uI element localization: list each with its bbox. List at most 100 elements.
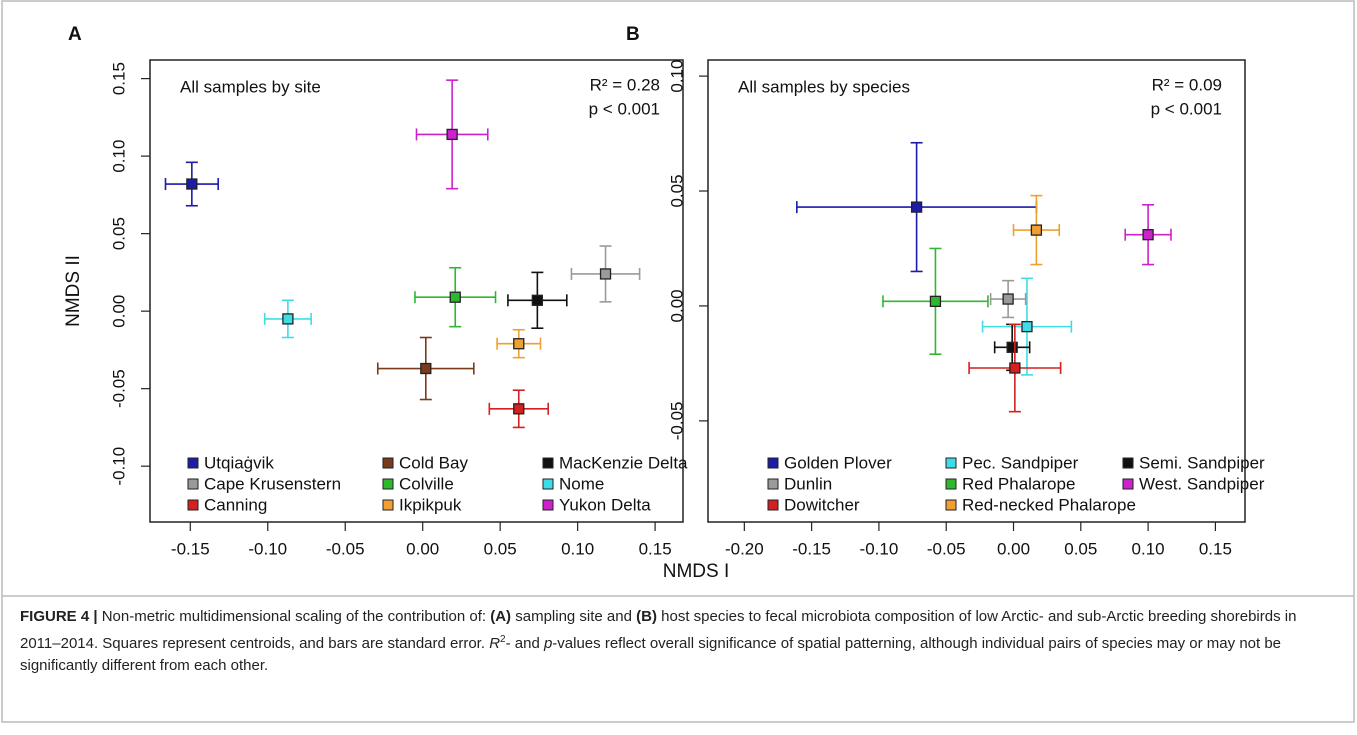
caption-text: Non-metric multidimensional scaling of t…	[97, 608, 491, 625]
plot-frame	[707, 59, 1246, 523]
x-tick-label: -0.10	[860, 539, 899, 558]
x-tick-label: 0.05	[484, 539, 517, 558]
legend-label: Colville	[399, 474, 454, 493]
centroid	[1030, 224, 1043, 236]
x-tick-label: -0.10	[248, 539, 287, 558]
legend-swatch	[542, 478, 554, 490]
legend-swatch	[542, 499, 554, 511]
legend-swatch	[767, 457, 779, 469]
caption-text: R	[489, 634, 501, 652]
legend-label: Cold Bay	[399, 453, 468, 472]
y-tick-label: 0.00	[667, 289, 686, 322]
panel-label: B	[626, 24, 640, 45]
legend-label: Canning	[204, 495, 267, 514]
legend-label: Nome	[559, 474, 604, 493]
y-tick-label: 0.05	[109, 217, 128, 250]
centroid	[910, 201, 923, 213]
legend-swatch	[382, 478, 394, 490]
annotation: p < 0.001	[1151, 99, 1222, 118]
x-tick-label: -0.15	[171, 539, 210, 558]
legend-swatch	[945, 457, 957, 469]
x-tick-label: 0.15	[639, 539, 672, 558]
centroid	[513, 403, 525, 415]
legend-label: Dowitcher	[784, 495, 860, 514]
centroid	[1006, 341, 1018, 353]
legend-label: Semi. Sandpiper	[1139, 453, 1265, 472]
panel-label: A	[68, 24, 82, 45]
legend-swatch	[945, 478, 957, 490]
y-axis-label: NMDS II	[63, 255, 84, 327]
centroid	[1002, 293, 1014, 305]
annotation: R² = 0.28	[590, 75, 660, 94]
x-tick-label: 0.10	[1132, 539, 1165, 558]
x-tick-label: 0.00	[997, 539, 1030, 558]
caption-text: FIGURE 4 |	[20, 608, 98, 625]
x-tick-label: -0.15	[792, 539, 831, 558]
caption-text: sampling site and	[511, 608, 637, 625]
centroid	[599, 268, 612, 280]
legend-label: Cape Krusenstern	[204, 474, 341, 493]
legend-label: West. Sandpiper	[1139, 474, 1265, 493]
caption-text: (A)	[490, 608, 512, 625]
caption-text: -values reflect overall significance of …	[20, 634, 1282, 675]
x-tick-label: 0.10	[561, 539, 594, 558]
x-tick-label: -0.20	[725, 539, 764, 558]
legend-label: Red-necked Phalarope	[962, 495, 1136, 514]
legend-swatch	[187, 499, 199, 511]
caption-text: host species to fecal microbiota composi…	[20, 608, 1297, 652]
x-tick-label: 0.05	[1064, 539, 1097, 558]
legend-label: Dunlin	[784, 474, 832, 493]
x-tick-label: -0.05	[927, 539, 966, 558]
caption: FIGURE 4 | Non-metric multidimensional s…	[20, 606, 1320, 678]
y-tick-label: -0.05	[109, 369, 128, 408]
y-tick-label: -0.05	[667, 401, 686, 440]
centroid	[446, 128, 458, 141]
centroid	[513, 338, 525, 350]
centroid	[1009, 362, 1021, 374]
legend-label: Ikpikpuk	[399, 495, 462, 514]
caption-text: (B)	[636, 608, 657, 625]
centroid	[449, 291, 461, 303]
y-tick-label: 0.05	[667, 174, 686, 207]
centroid	[1142, 229, 1154, 241]
legend-label: Pec. Sandpiper	[962, 453, 1079, 472]
legend-swatch	[187, 457, 199, 469]
caption-text: p	[543, 634, 553, 652]
x-tick-label: -0.05	[326, 539, 365, 558]
centroid	[1021, 320, 1033, 333]
legend-label: Red Phalarope	[962, 474, 1075, 493]
annotation: p < 0.001	[589, 99, 660, 118]
y-tick-label: 0.15	[109, 62, 128, 95]
legend-swatch	[945, 499, 957, 511]
legend-swatch	[382, 457, 394, 469]
caption-text: - and	[505, 634, 544, 652]
legend-label: Utqiaġvik	[204, 453, 274, 472]
legend-swatch	[542, 457, 554, 469]
legend-swatch	[767, 499, 779, 511]
centroid	[531, 294, 544, 306]
x-axis-label: NMDS I	[663, 561, 730, 582]
legend-swatch	[1122, 457, 1134, 469]
legend-swatch	[382, 499, 394, 511]
y-tick-label: -0.10	[109, 447, 128, 486]
centroid	[282, 313, 294, 325]
y-tick-label: 0.10	[667, 60, 686, 93]
legend-swatch	[1122, 478, 1134, 490]
centroid	[420, 362, 432, 375]
x-tick-label: 0.15	[1199, 539, 1232, 558]
centroid	[929, 295, 942, 307]
legend-swatch	[187, 478, 199, 490]
plot-frame	[149, 59, 684, 523]
x-tick-label: 0.00	[406, 539, 439, 558]
legend-swatch	[767, 478, 779, 490]
centroid	[186, 178, 198, 190]
annotation: R² = 0.09	[1152, 75, 1222, 94]
caption-text: 2	[500, 633, 506, 645]
panel-title: All samples by species	[738, 77, 910, 96]
panel-title: All samples by site	[180, 77, 321, 96]
y-tick-label: 0.10	[109, 140, 128, 173]
legend-label: Yukon Delta	[559, 495, 651, 514]
